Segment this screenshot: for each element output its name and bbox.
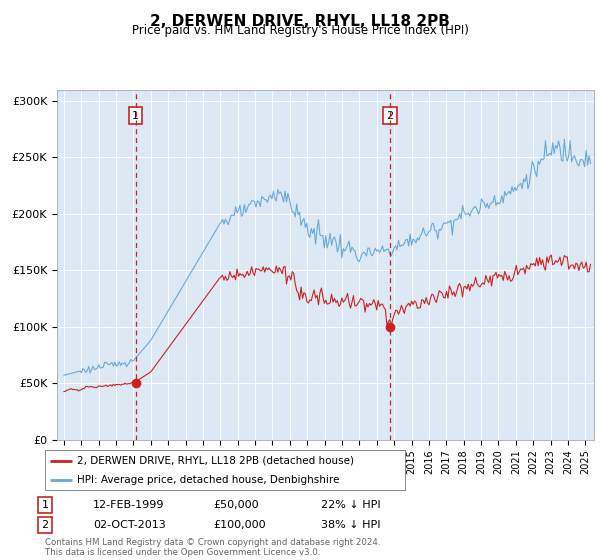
- Text: Contains HM Land Registry data © Crown copyright and database right 2024.
This d: Contains HM Land Registry data © Crown c…: [45, 538, 380, 557]
- Text: 2: 2: [41, 520, 49, 530]
- Text: £100,000: £100,000: [213, 520, 266, 530]
- Text: 12-FEB-1999: 12-FEB-1999: [93, 500, 164, 510]
- Text: 2, DERWEN DRIVE, RHYL, LL18 2PB: 2, DERWEN DRIVE, RHYL, LL18 2PB: [150, 14, 450, 29]
- Text: £50,000: £50,000: [213, 500, 259, 510]
- Text: HPI: Average price, detached house, Denbighshire: HPI: Average price, detached house, Denb…: [77, 475, 340, 485]
- Text: 22% ↓ HPI: 22% ↓ HPI: [321, 500, 380, 510]
- Text: 38% ↓ HPI: 38% ↓ HPI: [321, 520, 380, 530]
- Text: 2: 2: [386, 110, 394, 120]
- Text: Price paid vs. HM Land Registry's House Price Index (HPI): Price paid vs. HM Land Registry's House …: [131, 24, 469, 36]
- Text: 1: 1: [132, 110, 139, 120]
- Text: 2, DERWEN DRIVE, RHYL, LL18 2PB (detached house): 2, DERWEN DRIVE, RHYL, LL18 2PB (detache…: [77, 456, 355, 466]
- Text: 1: 1: [41, 500, 49, 510]
- Text: 02-OCT-2013: 02-OCT-2013: [93, 520, 166, 530]
